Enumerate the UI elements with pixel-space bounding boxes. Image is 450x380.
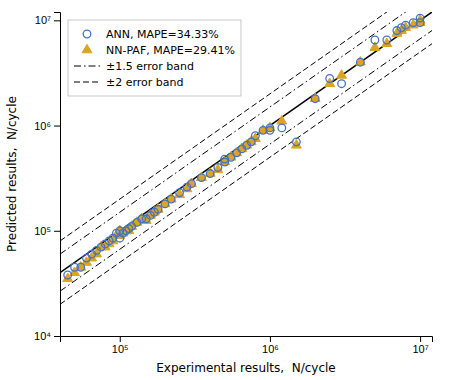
legend-box bbox=[68, 20, 241, 96]
point bbox=[198, 174, 206, 182]
legend-swatch bbox=[83, 30, 91, 38]
point bbox=[233, 149, 241, 157]
x-tick-label: 10⁶ bbox=[262, 343, 279, 355]
scatter-series bbox=[63, 15, 425, 282]
point bbox=[214, 164, 222, 172]
x-tick: 10⁷ bbox=[412, 336, 428, 355]
x-tick-label: 10⁷ bbox=[412, 343, 428, 355]
point bbox=[83, 254, 91, 262]
scatter-series bbox=[64, 14, 424, 278]
point bbox=[371, 36, 379, 44]
reference-line bbox=[60, 31, 432, 292]
y-tick: 10⁴ bbox=[34, 330, 60, 342]
plot: 10⁵ 10⁶ 10⁷ 10⁴ 10⁵ 10⁶ 10⁷ Experimental result… bbox=[5, 0, 433, 375]
point bbox=[416, 14, 424, 22]
point bbox=[213, 164, 223, 173]
y-axis-title: Predicted results, N/cycle bbox=[5, 96, 19, 252]
point bbox=[166, 193, 176, 202]
y-axis-line bbox=[54, 13, 61, 337]
legend-label: NN-PAF, MAPE=29.41% bbox=[106, 44, 235, 57]
legend-swatch bbox=[74, 66, 100, 67]
point bbox=[266, 124, 274, 132]
y-tick: 10⁷ bbox=[35, 14, 60, 26]
y-axis: 10⁴ 10⁵ 10⁶ 10⁷ bbox=[34, 13, 60, 343]
point bbox=[128, 223, 136, 231]
x-tick-mark bbox=[120, 336, 121, 342]
reference-line bbox=[60, 12, 432, 254]
point bbox=[186, 178, 196, 187]
point bbox=[64, 271, 72, 279]
point bbox=[357, 58, 365, 66]
x-axis: 10⁵ 10⁶ 10⁷ bbox=[61, 336, 433, 355]
legend-swatch bbox=[74, 82, 100, 83]
point bbox=[197, 172, 207, 181]
y-tick-label: 10⁶ bbox=[34, 120, 51, 132]
point bbox=[383, 36, 391, 44]
point bbox=[188, 180, 196, 188]
y-tick-label: 10⁴ bbox=[34, 330, 51, 342]
marks bbox=[60, 12, 432, 304]
legend-label: ±1.5 error band bbox=[106, 60, 194, 73]
legend-entry: ±1.5 error band bbox=[74, 60, 194, 73]
legend-label: ANN, MAPE=34.33% bbox=[106, 28, 219, 41]
x-axis-line bbox=[61, 337, 433, 343]
x-axis-title: Experimental results, N/cycle bbox=[156, 361, 336, 375]
y-tick-mark bbox=[54, 20, 60, 21]
point bbox=[278, 124, 286, 132]
point bbox=[167, 195, 175, 203]
chart: 10⁵ 10⁶ 10⁷ 10⁴ 10⁵ 10⁶ 10⁷ Experimental result… bbox=[0, 0, 450, 380]
point bbox=[326, 75, 334, 83]
point bbox=[337, 70, 347, 79]
legend-swatch bbox=[82, 44, 92, 53]
point bbox=[77, 263, 85, 271]
point bbox=[293, 138, 301, 146]
point bbox=[338, 80, 346, 88]
x-tick-mark bbox=[270, 336, 271, 342]
x-tick-mark bbox=[420, 336, 421, 342]
point bbox=[311, 95, 319, 103]
y-tick: 10⁵ bbox=[34, 225, 60, 237]
legend: ANN, MAPE=34.33% NN-PAF, MAPE=29.41% ±1.5 … bbox=[68, 20, 241, 96]
point bbox=[402, 21, 410, 29]
point bbox=[252, 132, 260, 140]
x-tick-label: 10⁵ bbox=[112, 343, 129, 355]
legend-entry: NN-PAF, MAPE=29.41% bbox=[82, 44, 235, 57]
point bbox=[175, 189, 185, 198]
legend-entry: ±2 error band bbox=[74, 76, 184, 89]
point bbox=[277, 116, 287, 125]
point bbox=[206, 170, 214, 178]
point bbox=[176, 189, 184, 197]
point bbox=[205, 168, 215, 177]
reference-line bbox=[60, 12, 432, 273]
y-tick-mark bbox=[54, 126, 60, 127]
x-tick: 10⁶ bbox=[262, 336, 279, 355]
y-tick: 10⁶ bbox=[34, 120, 60, 132]
y-tick-label: 10⁷ bbox=[35, 14, 51, 26]
reference-line bbox=[60, 44, 432, 305]
point bbox=[310, 93, 320, 102]
reference-line bbox=[60, 12, 432, 241]
y-tick-label: 10⁵ bbox=[34, 225, 51, 237]
point bbox=[154, 205, 162, 213]
legend-label: ±2 error band bbox=[106, 76, 184, 89]
y-tick-mark bbox=[54, 231, 60, 232]
legend-entry: ANN, MAPE=34.33% bbox=[83, 28, 219, 41]
point bbox=[137, 213, 147, 222]
point bbox=[355, 57, 365, 66]
y-tick-mark bbox=[54, 336, 60, 337]
x-tick: 10⁵ bbox=[112, 336, 129, 355]
